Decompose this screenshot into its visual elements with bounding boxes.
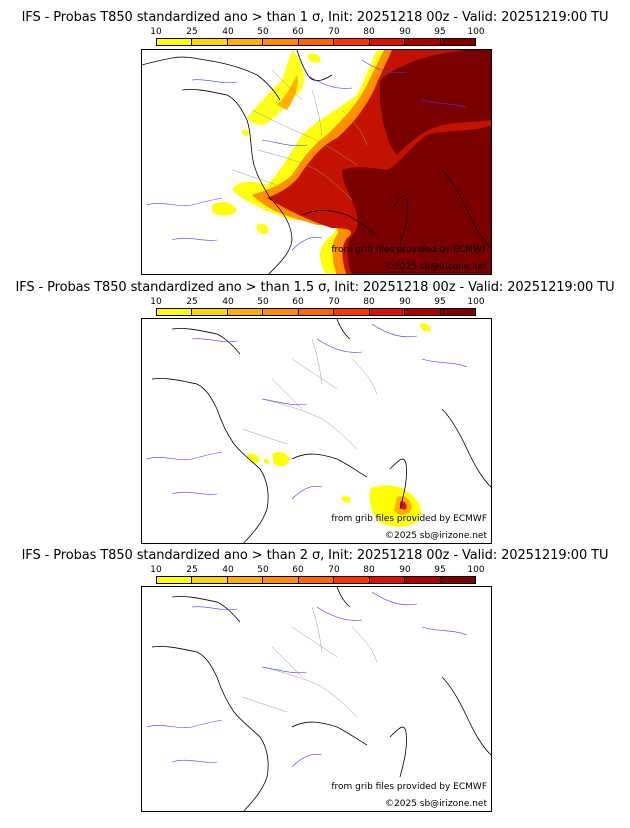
colorbar-tick: 50 <box>257 297 269 307</box>
probability-field <box>247 323 431 527</box>
colorbar-tick: 25 <box>186 297 198 307</box>
map-france: from grib files provided by ECMWF ©2025 … <box>141 49 492 275</box>
rivers <box>146 323 468 500</box>
colorbar-tick: 100 <box>467 27 485 37</box>
probability-field <box>212 50 491 274</box>
colorbar-tick: 70 <box>328 565 340 575</box>
map-canvas <box>146 319 491 543</box>
colorbar-swatch <box>227 309 264 315</box>
colorbar-swatch <box>192 309 228 315</box>
colorbar-swatch <box>369 309 406 315</box>
map-canvas <box>146 587 491 811</box>
colorbar-tick: 90 <box>399 27 411 37</box>
colorbar-tick: 95 <box>434 565 446 575</box>
map-panel-1: IFS - Probas T850 standardized ano > tha… <box>0 10 630 280</box>
colorbar-tick: 80 <box>363 565 375 575</box>
borders <box>231 69 368 201</box>
colorbar-swatch <box>192 39 228 45</box>
panel-title: IFS - Probas T850 standardized ano > tha… <box>21 548 609 563</box>
colorbar-tick: 70 <box>328 297 340 307</box>
coastline <box>151 587 491 811</box>
colorbar-tick: 80 <box>363 297 375 307</box>
colorbar-swatch <box>157 39 193 45</box>
colorbar-tick: 100 <box>467 565 485 575</box>
colorbar-swatches <box>156 308 476 316</box>
colorbar: 10 25 40 50 60 70 80 90 95 100 <box>150 565 485 588</box>
colorbar-swatch <box>227 577 264 583</box>
data-credit: from grib files provided by ECMWF <box>331 245 487 255</box>
colorbar-swatch <box>157 309 193 315</box>
colorbar-tick: 60 <box>292 297 304 307</box>
colorbar-tick: 100 <box>467 297 485 307</box>
data-credit: from grib files provided by ECMWF <box>331 782 487 792</box>
data-credit: from grib files provided by ECMWF <box>331 514 487 524</box>
copyright-credit: ©2025 sb@irizone.net <box>385 799 487 809</box>
colorbar-tick: 10 <box>150 297 162 307</box>
panel-title: IFS - Probas T850 standardized ano > tha… <box>15 280 615 295</box>
colorbar: 10 25 40 50 60 70 80 90 95 100 <box>150 297 485 320</box>
map-france: from grib files provided by ECMWF ©2025 … <box>141 586 492 812</box>
colorbar-tick: 50 <box>257 565 269 575</box>
map-panel-3: IFS - Probas T850 standardized ano > tha… <box>0 548 630 818</box>
colorbar-tick: 60 <box>292 27 304 37</box>
colorbar-swatch <box>263 577 299 583</box>
map-france: from grib files provided by ECMWF ©2025 … <box>141 318 492 544</box>
colorbar-ticks: 10 25 40 50 60 70 80 90 95 100 <box>150 297 484 308</box>
colorbar-swatch <box>298 39 335 45</box>
colorbar-swatch <box>334 39 370 45</box>
borders <box>241 338 378 450</box>
colorbar-swatch <box>298 577 335 583</box>
colorbar-swatch <box>440 309 475 315</box>
colorbar: 10 25 40 50 60 70 80 90 95 100 <box>150 27 485 50</box>
colorbar-swatch <box>263 39 299 45</box>
colorbar-swatches <box>156 576 476 584</box>
colorbar-tick: 95 <box>434 297 446 307</box>
colorbar-tick: 40 <box>222 297 234 307</box>
borders <box>241 606 378 718</box>
colorbar-swatch <box>405 39 441 45</box>
colorbar-swatch <box>334 309 370 315</box>
colorbar-tick: 95 <box>434 27 446 37</box>
colorbar-swatch <box>227 39 264 45</box>
colorbar-swatch <box>369 39 406 45</box>
colorbar-tick: 40 <box>222 565 234 575</box>
colorbar-tick: 10 <box>150 565 162 575</box>
coastline <box>142 50 491 274</box>
colorbar-tick: 40 <box>222 27 234 37</box>
colorbar-tick: 25 <box>186 565 198 575</box>
colorbar-swatches <box>156 38 476 46</box>
colorbar-tick: 90 <box>399 565 411 575</box>
colorbar-swatch <box>157 577 193 583</box>
colorbar-swatch <box>298 309 335 315</box>
rivers <box>146 591 468 768</box>
colorbar-tick: 10 <box>150 27 162 37</box>
colorbar-tick: 50 <box>257 27 269 37</box>
colorbar-tick: 70 <box>328 27 340 37</box>
colorbar-swatch <box>405 309 441 315</box>
rivers <box>146 59 468 251</box>
map-panel-2: IFS - Probas T850 standardized ano > tha… <box>0 280 630 548</box>
colorbar-swatch <box>369 577 406 583</box>
colorbar-swatch <box>440 577 475 583</box>
colorbar-tick: 25 <box>186 27 198 37</box>
copyright-credit: ©2025 sb@irizone.net <box>385 531 487 541</box>
colorbar-tick: 60 <box>292 565 304 575</box>
colorbar-swatch <box>405 577 441 583</box>
colorbar-ticks: 10 25 40 50 60 70 80 90 95 100 <box>150 27 484 38</box>
coastline <box>151 319 491 543</box>
colorbar-swatch <box>263 309 299 315</box>
colorbar-swatch <box>192 577 228 583</box>
colorbar-swatch <box>440 39 475 45</box>
colorbar-tick: 80 <box>363 27 375 37</box>
colorbar-swatch <box>334 577 370 583</box>
colorbar-ticks: 10 25 40 50 60 70 80 90 95 100 <box>150 565 484 576</box>
panel-title: IFS - Probas T850 standardized ano > tha… <box>21 10 609 25</box>
map-canvas <box>142 50 491 274</box>
colorbar-tick: 90 <box>399 297 411 307</box>
copyright-credit: ©2025 sb@irizone.net <box>385 262 487 272</box>
